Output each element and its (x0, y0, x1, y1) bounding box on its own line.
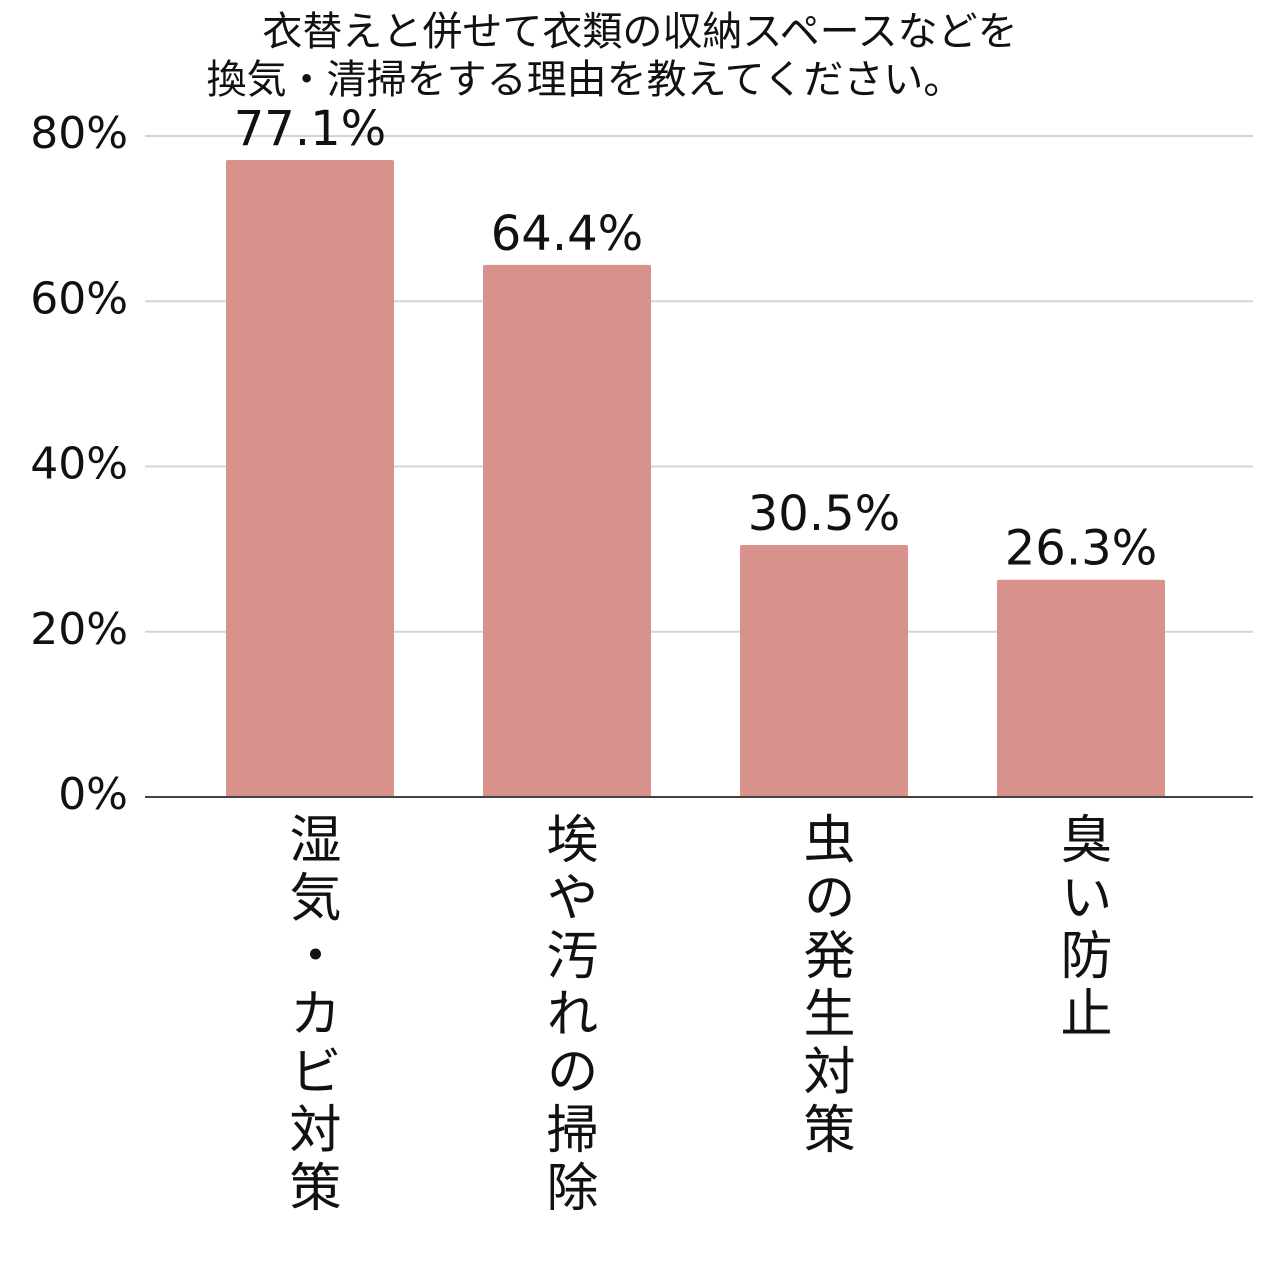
value-label: 64.4% (491, 206, 643, 262)
value-label: 30.5% (748, 486, 900, 542)
x-tick-label: 虫の発生対策 (794, 812, 854, 1160)
y-tick-label: 60% (30, 273, 128, 324)
y-tick-label: 40% (30, 439, 128, 490)
chart-title: 衣替えと併せて衣類の収納スペースなどを (262, 9, 1017, 55)
x-tick-label: 湿気・カビ対策 (280, 812, 340, 1218)
bar (483, 264, 651, 797)
y-tick-label: 80% (30, 108, 128, 159)
x-tick-label: 埃や汚れの掃除 (537, 812, 597, 1218)
chart-title: 換気・清掃をする理由を教えてください。 (207, 57, 964, 103)
y-tick-label: 0% (58, 769, 128, 820)
bar (226, 159, 394, 797)
value-label: 26.3% (1005, 521, 1157, 577)
bar (997, 579, 1165, 797)
x-tick-label: 臭い防止 (1051, 812, 1111, 1044)
y-tick-label: 20% (30, 604, 128, 655)
bar (740, 544, 908, 797)
value-label: 77.1% (234, 101, 386, 157)
